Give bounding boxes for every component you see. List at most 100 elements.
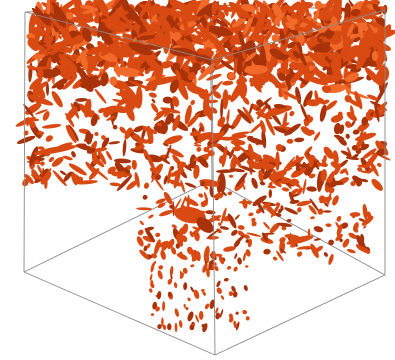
isosurface-blob	[358, 0, 368, 21]
isosurface-blob	[40, 161, 45, 166]
isosurface-blob	[212, 91, 222, 99]
isosurface-blob	[309, 198, 320, 212]
isosurface-blob	[72, 34, 85, 45]
isosurface-blob	[244, 64, 268, 75]
isosurface-blob	[255, 111, 273, 120]
isosurface-blob	[193, 289, 200, 299]
isosurface-blob	[81, 27, 92, 42]
isosurface-blob	[235, 321, 240, 331]
isosurface-blob	[346, 111, 357, 122]
isosurface-blob	[144, 227, 155, 243]
isosurface-blob	[243, 285, 248, 291]
isosurface-blob	[164, 144, 172, 162]
isosurface-blob	[373, 63, 386, 82]
isosurface-blob	[220, 98, 224, 119]
isosurface-blob	[322, 210, 332, 213]
isosurface-blob	[160, 249, 166, 260]
isosurface-blob	[203, 93, 208, 116]
isosurface-blob	[195, 314, 199, 323]
isosurface-blob	[338, 137, 347, 146]
isosurface-blob	[308, 156, 314, 168]
isosurface-blob	[183, 282, 188, 291]
isosurface-blob	[196, 217, 214, 233]
isosurface-blob	[45, 81, 50, 96]
isosurface-blob	[152, 260, 157, 267]
isosurface-blob	[171, 96, 180, 107]
isosurface-blob	[34, 83, 46, 99]
isosurface-blob	[205, 210, 216, 215]
isosurface-blob	[274, 127, 292, 135]
isosurface-blob	[308, 204, 317, 215]
isosurface-blob	[289, 244, 296, 248]
isosurface-blob	[311, 43, 331, 53]
isosurface-blob	[265, 116, 275, 136]
isosurface-blob	[314, 0, 323, 10]
isosurface-blob	[319, 196, 332, 204]
box-edge	[211, 9, 386, 61]
isosurface-blob	[209, 14, 223, 20]
isosurface-blob	[371, 178, 383, 191]
isosurface-blob	[175, 243, 181, 249]
isosurface-blob	[174, 308, 179, 317]
isosurface-blob	[267, 108, 288, 117]
isosurface-blob	[76, 176, 84, 184]
isosurface-blob	[149, 273, 153, 281]
isosurface-blob	[286, 218, 292, 223]
isosurface-blob	[296, 207, 302, 213]
isosurface-blob	[137, 72, 145, 77]
isosurface-blob	[114, 158, 132, 164]
isosurface-blob	[246, 232, 262, 237]
isosurface-blob	[202, 323, 208, 333]
isosurface-blob	[249, 77, 262, 93]
isosurface-blob	[105, 22, 127, 33]
isosurface-blob	[172, 114, 181, 132]
isosurface-blob	[374, 102, 380, 123]
isosurface-blob	[184, 182, 197, 188]
isosurface-blob	[169, 78, 179, 94]
isosurface-blob	[181, 235, 188, 243]
isosurface-blob	[146, 153, 156, 172]
isosurface-blob	[133, 125, 144, 133]
isosurface-blob	[218, 255, 225, 265]
isosurface-blob	[277, 222, 293, 227]
isosurface-blob	[350, 181, 356, 187]
isosurface-blob	[136, 137, 144, 147]
isosurface-blob	[357, 164, 371, 168]
isosurface-blob	[157, 202, 166, 208]
box-edge	[214, 274, 386, 356]
isosurface-blob	[152, 301, 158, 310]
isosurface-blob	[250, 103, 262, 112]
isosurface-blob	[307, 51, 325, 68]
isosurface-blob	[190, 99, 196, 106]
isosurface-blob	[203, 184, 209, 190]
isosurface-blob	[251, 221, 257, 227]
isosurface-blob	[153, 107, 169, 121]
isosurface-blob	[116, 175, 123, 179]
isosurface-blob	[157, 270, 163, 280]
isosurface-blob	[272, 3, 283, 19]
isosurface-blob	[242, 184, 246, 190]
isosurface-blob	[246, 159, 261, 170]
isosurface-blob	[198, 63, 215, 81]
isosurface-blob	[269, 222, 280, 234]
isosurface-blob	[175, 69, 182, 81]
isosurface-blob	[231, 285, 236, 293]
isosurface-blob	[319, 104, 327, 122]
isosurface-blob	[231, 114, 242, 130]
isosurface-blob	[106, 115, 116, 121]
isosurface-blob	[332, 0, 342, 18]
isosurface-blob	[292, 50, 301, 59]
isosurface-blob	[323, 155, 327, 162]
isosurface-blob	[237, 108, 252, 124]
isosurface-blob	[217, 116, 226, 127]
isosurface-blob	[337, 79, 347, 84]
isosurface-blob	[209, 299, 215, 309]
isosurface-blob	[340, 150, 352, 157]
isosurface-blob	[345, 72, 359, 83]
isosurface-blob	[259, 181, 266, 186]
box-edge	[23, 271, 216, 356]
isosurface-blob	[289, 111, 295, 117]
isosurface-blob	[245, 249, 251, 257]
isosurface-blob	[323, 252, 328, 257]
